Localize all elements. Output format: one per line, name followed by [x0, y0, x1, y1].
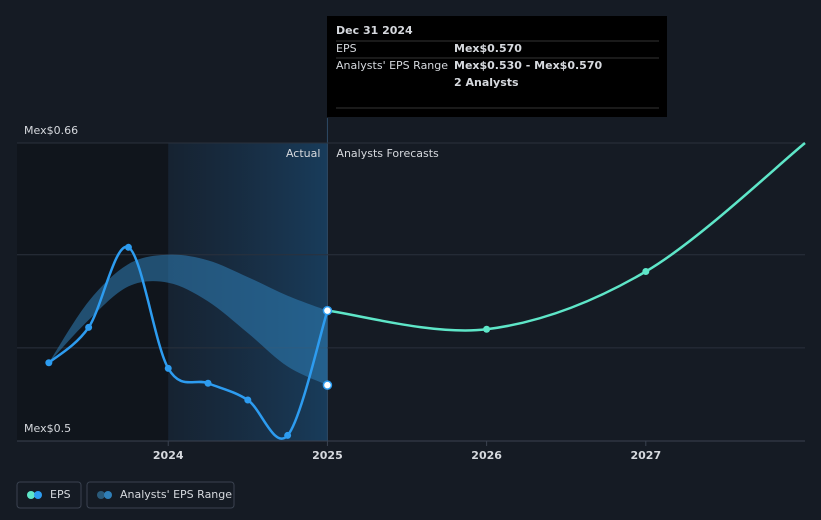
legend-swatch [34, 491, 42, 499]
annotation: Analysts Forecasts [336, 147, 439, 160]
y-tick-label: Mex$0.66 [24, 124, 78, 137]
legend-label: Analysts' EPS Range [120, 488, 232, 501]
y-tick-label: Mex$0.5 [24, 422, 71, 435]
tooltip-date: Dec 31 2024 [336, 24, 413, 37]
range-point [322, 380, 333, 390]
tooltip: Dec 31 2024 EPS Mex$0.570 Analysts' EPS … [327, 16, 667, 117]
x-tick-label: 2025 [312, 449, 343, 462]
legend: EPS Analysts' EPS Range [16, 481, 235, 509]
eps-point [124, 243, 132, 251]
legend-item[interactable] [16, 481, 82, 509]
annotation: Actual [286, 147, 320, 160]
legend-swatch [27, 491, 35, 499]
legend-swatch [104, 491, 112, 499]
eps-point [204, 379, 212, 387]
forecast-point [483, 325, 491, 333]
tooltip-value: Mex$0.570 [454, 42, 522, 55]
legend-item[interactable] [86, 481, 235, 509]
tooltip-label: EPS [336, 42, 357, 55]
range-band [48, 254, 328, 386]
x-tick-label: 2026 [471, 449, 502, 462]
legend-label: EPS [50, 488, 71, 501]
legend-swatch [97, 491, 105, 499]
past-shade [17, 143, 169, 441]
x-tick-label: 2027 [630, 449, 661, 462]
eps-point [322, 305, 333, 316]
eps-point [45, 359, 53, 367]
x-tick-label: 2024 [153, 449, 184, 462]
tooltip-value: Mex$0.530 - Mex$0.570 [454, 59, 602, 72]
forecast-line [327, 142, 806, 332]
eps-point [85, 323, 93, 331]
tooltip-label: Analysts' EPS Range [336, 59, 448, 72]
forecast-point [642, 268, 650, 276]
eps-point [164, 364, 172, 372]
eps-point [284, 431, 292, 439]
eps-point [244, 396, 252, 404]
tooltip-value: 2 Analysts [454, 76, 519, 89]
tooltip-box [327, 16, 667, 117]
